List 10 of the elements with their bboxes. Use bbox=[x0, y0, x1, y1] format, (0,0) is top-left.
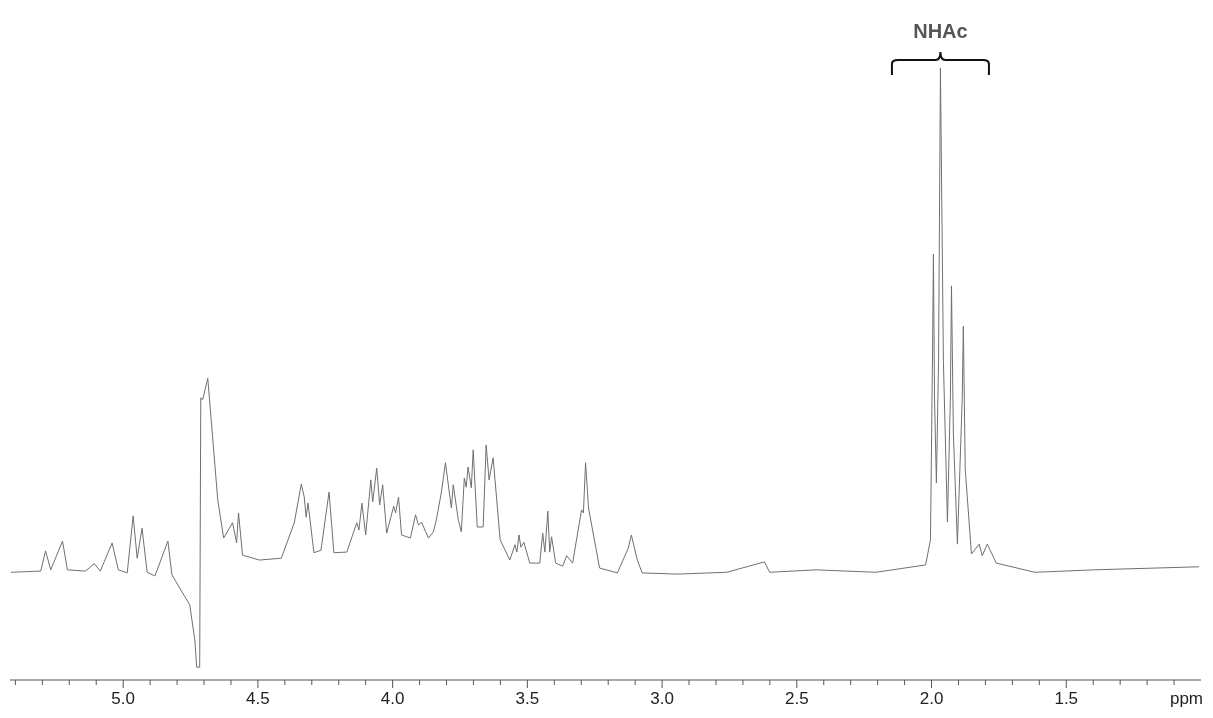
x-tick-label: 4.5 bbox=[246, 689, 270, 708]
x-tick-label: 4.0 bbox=[380, 689, 405, 708]
x-tick-label: 2.5 bbox=[784, 689, 809, 708]
x-axis-title: ppm bbox=[1169, 689, 1203, 708]
text: NHAc bbox=[913, 20, 968, 42]
x-tick-label: 1.5 bbox=[1054, 689, 1079, 708]
x-tick-label: 5.0 bbox=[111, 689, 135, 708]
x-tick-label: 3.5 bbox=[515, 689, 540, 708]
x-tick-label: 3.0 bbox=[650, 689, 674, 708]
x-tick-label: 2.0 bbox=[919, 689, 944, 708]
